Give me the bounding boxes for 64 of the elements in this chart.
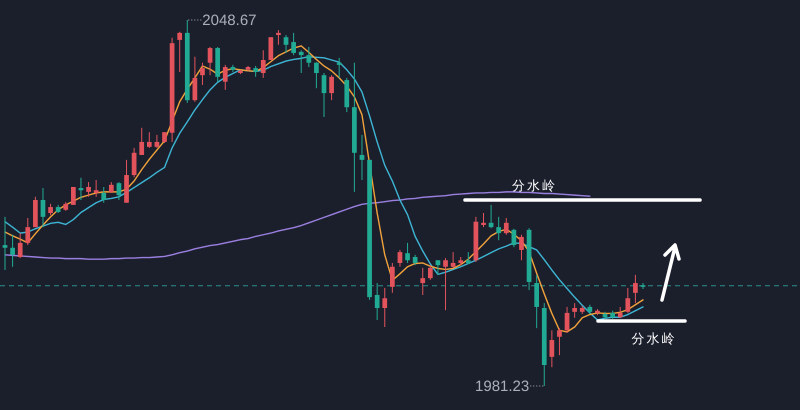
candlestick [519, 234, 524, 261]
candlestick [534, 274, 540, 329]
candlestick [108, 182, 114, 194]
candlestick [360, 134, 364, 180]
candlestick [436, 260, 440, 276]
candlestick [162, 132, 167, 144]
candlestick [10, 234, 15, 268]
candlestick [481, 212, 486, 228]
candlestick [253, 65, 258, 78]
candlestick [18, 232, 23, 259]
candlestick [222, 64, 228, 90]
candlestick [2, 216, 8, 271]
candlestick [200, 62, 205, 86]
candlestick [336, 57, 342, 78]
candlestick [25, 217, 30, 246]
candlestick [94, 179, 98, 198]
ref-line-label: 分水岭 [512, 179, 557, 194]
candlestick [48, 203, 53, 216]
candlestick [314, 62, 319, 89]
candlestick [587, 304, 592, 314]
candlestick [382, 287, 388, 328]
candlestick [428, 264, 433, 280]
candlestick [177, 31, 182, 72]
candlestick [329, 74, 334, 101]
candlestick [116, 182, 122, 201]
candlestick [322, 72, 326, 118]
candlestick [260, 50, 266, 78]
candlestick [268, 36, 274, 60]
candlestick [132, 147, 136, 178]
candlestick [276, 30, 281, 46]
candlestick [139, 127, 144, 156]
candlestick [443, 258, 448, 311]
candlestick [101, 186, 106, 204]
candlestick [512, 228, 516, 248]
candlestick [398, 249, 402, 268]
candlestick [154, 134, 160, 148]
ref-line-label: 分水岭 [632, 332, 676, 348]
candlestick [374, 282, 380, 320]
candlestick [412, 254, 418, 266]
candlestick [633, 274, 638, 304]
candlestick [192, 56, 198, 102]
candlestick [208, 46, 212, 76]
candlestick [71, 186, 76, 206]
candlestick [450, 252, 456, 268]
candlestick [78, 177, 84, 201]
candlestick [405, 242, 410, 264]
candlestick [420, 267, 426, 296]
candlestick [488, 204, 494, 229]
candlestick [496, 216, 502, 241]
candlestick [390, 262, 395, 294]
annotation: 2048.67 [202, 12, 257, 29]
candlestick [557, 328, 562, 356]
annotation: 1981.23 [475, 378, 530, 395]
candlestick [86, 182, 91, 198]
candlestick [572, 302, 577, 318]
candlestick [306, 46, 312, 68]
candlestick [40, 188, 46, 228]
candlestick [146, 132, 152, 148]
candlestick [284, 34, 288, 54]
candlestick [564, 306, 570, 334]
candlestick [625, 287, 630, 314]
candlestick [291, 32, 296, 56]
candlestick [504, 217, 509, 236]
candlestick [550, 330, 554, 368]
